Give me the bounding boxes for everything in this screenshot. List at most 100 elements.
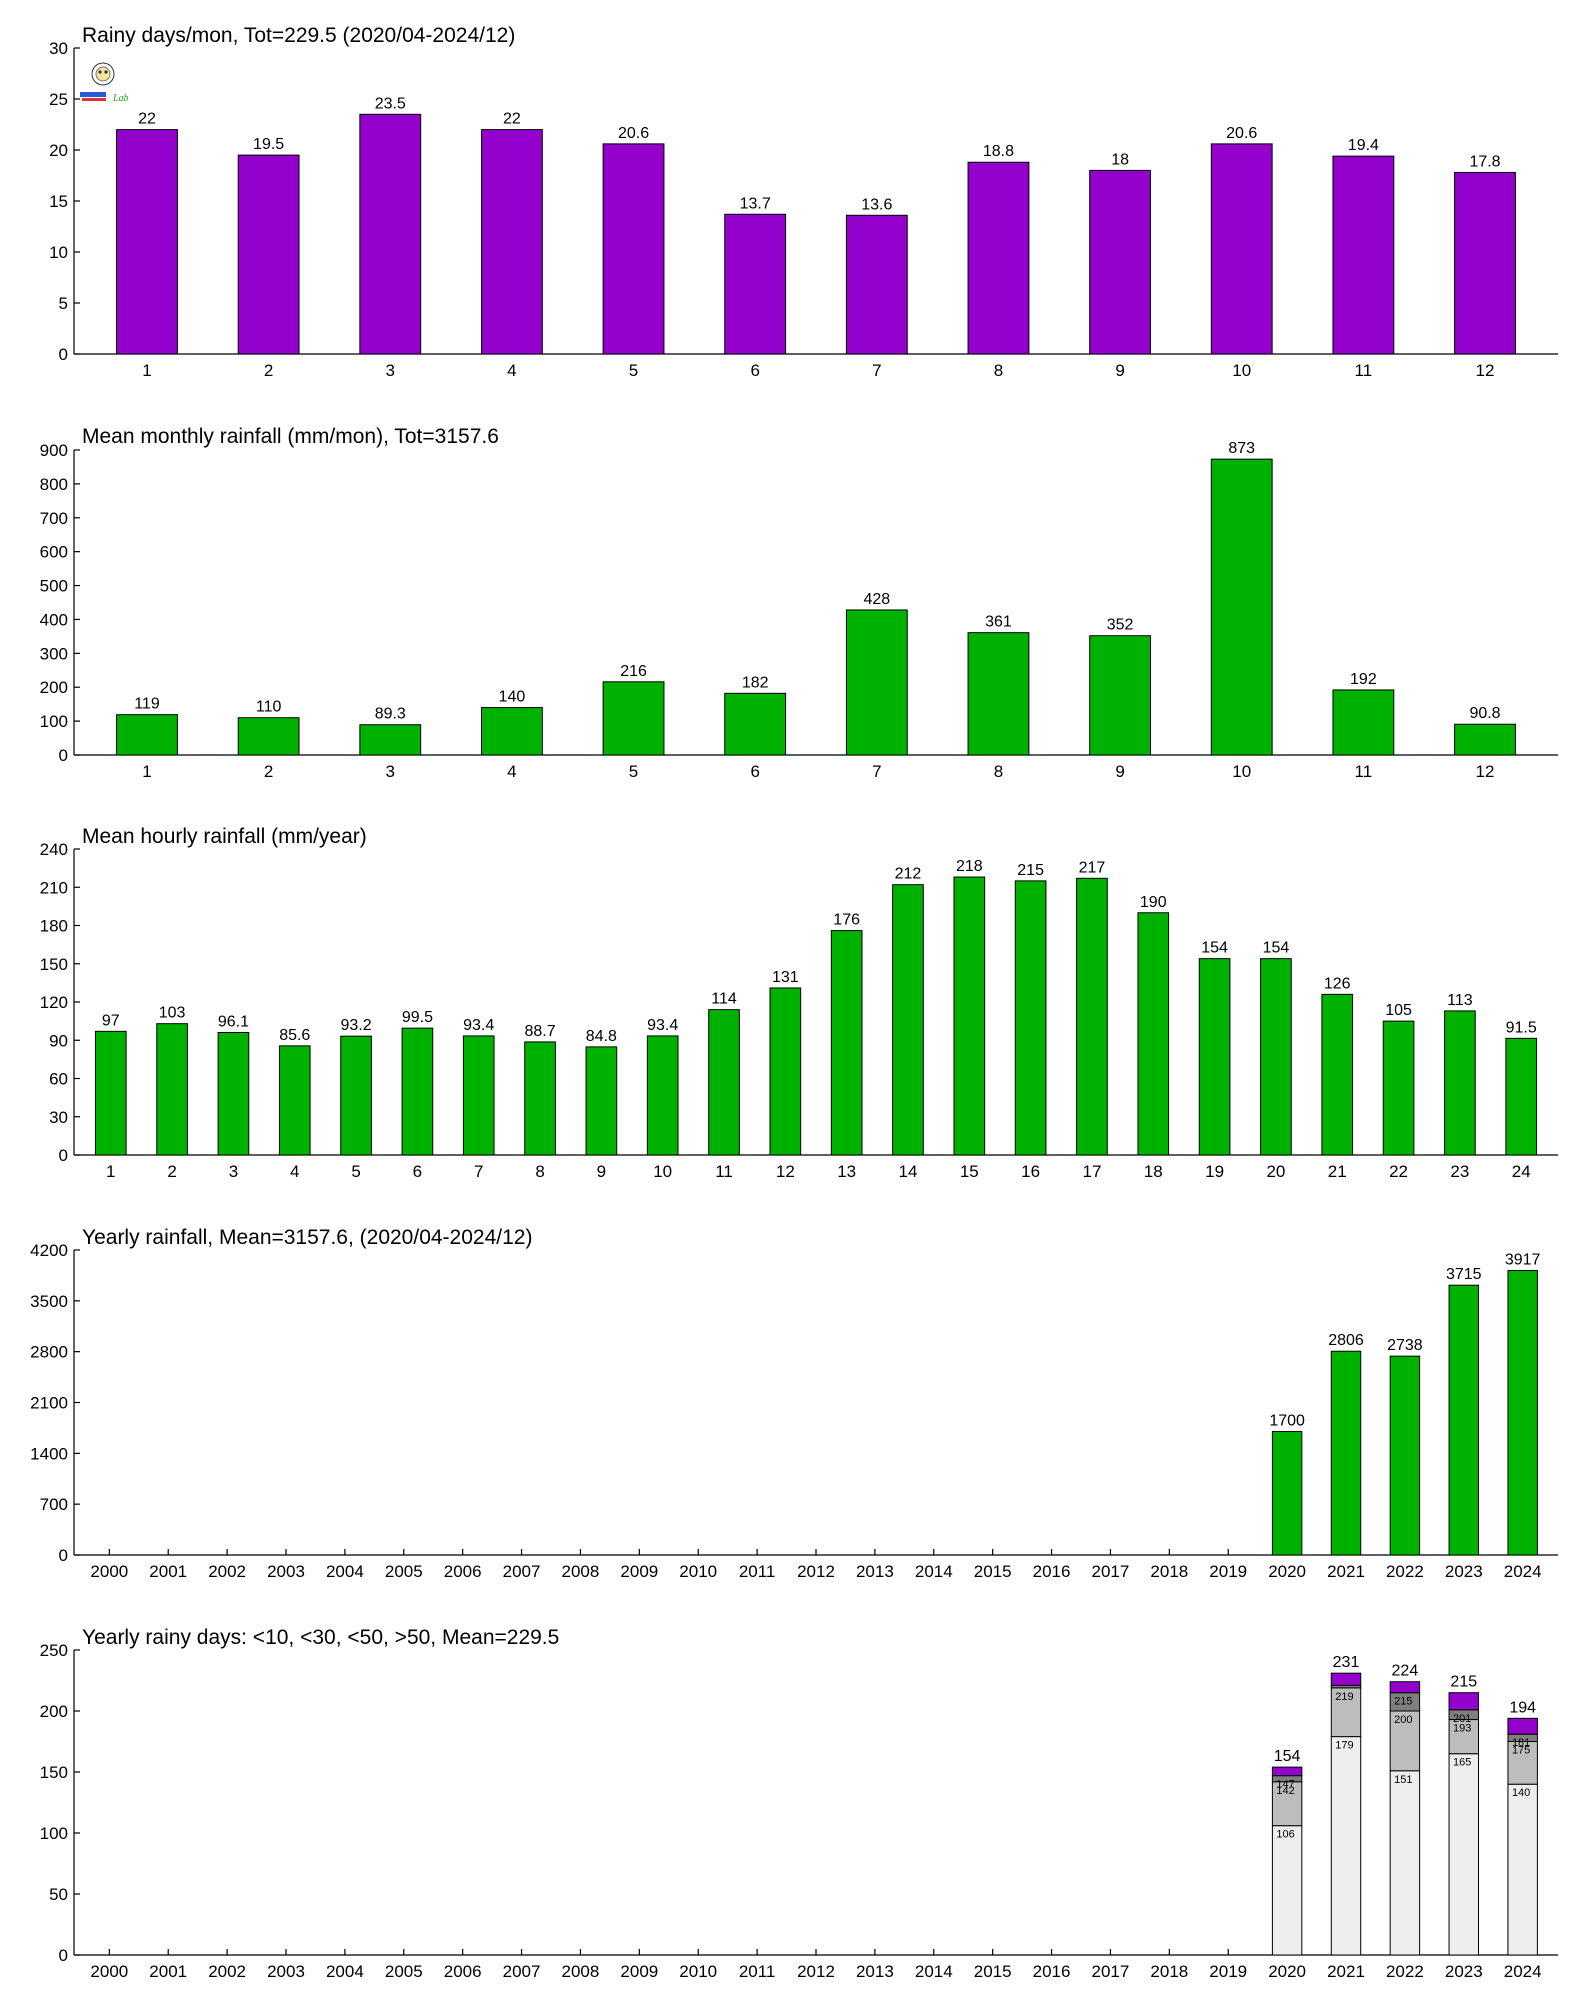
stack-segment — [1507, 1783, 1538, 1956]
data-label: 126 — [1324, 975, 1351, 992]
x-tick-label: 4 — [507, 762, 516, 781]
stack-label: 215 — [1394, 1696, 1412, 1708]
total-label: 215 — [1450, 1674, 1477, 1691]
x-tick-label: 2020 — [1268, 1962, 1306, 1981]
stack-label: 201 — [1453, 1713, 1471, 1725]
bar — [1454, 723, 1516, 756]
chart-title: Mean monthly rainfall (mm/mon), Tot=3157… — [82, 425, 499, 448]
data-label: 192 — [1350, 671, 1377, 688]
x-tick-label: 7 — [474, 1162, 483, 1181]
data-label: 2738 — [1387, 1337, 1423, 1354]
data-label: 428 — [863, 591, 890, 608]
x-tick-label: 2001 — [149, 1962, 187, 1981]
x-tick-label: 9 — [597, 1162, 606, 1181]
bar — [1210, 143, 1273, 355]
bar — [359, 113, 422, 355]
x-tick-label: 2007 — [503, 1562, 541, 1581]
stack-label: 179 — [1335, 1740, 1353, 1752]
x-tick-label: 2006 — [444, 1962, 482, 1981]
x-tick-label: 2011 — [739, 1562, 776, 1581]
x-tick-label: 2007 — [503, 1962, 541, 1981]
bar — [1332, 689, 1395, 756]
bar — [724, 692, 787, 756]
x-tick-label: 2020 — [1268, 1562, 1306, 1581]
x-tick-label: 20 — [1266, 1162, 1285, 1181]
y-tick-label: 100 — [40, 1824, 68, 1843]
x-tick-label: 2022 — [1386, 1562, 1424, 1581]
data-label: 105 — [1385, 1002, 1412, 1019]
x-tick-label: 2019 — [1209, 1562, 1247, 1581]
total-label: 194 — [1509, 1699, 1536, 1716]
x-tick-label: 2000 — [90, 1962, 128, 1981]
y-tick-label: 3500 — [30, 1292, 68, 1311]
x-tick-label: 2016 — [1033, 1562, 1071, 1581]
stack-label: 181 — [1512, 1737, 1530, 1749]
data-label: 215 — [1017, 862, 1044, 879]
x-tick-label: 1 — [142, 361, 151, 380]
stack-label: 200 — [1394, 1714, 1412, 1726]
y-tick-label: 900 — [40, 441, 68, 460]
stack-label: 175 — [1512, 1745, 1530, 1757]
x-tick-label: 11 — [715, 1162, 733, 1181]
y-tick-label: 300 — [40, 644, 68, 663]
data-label: 19.4 — [1348, 137, 1379, 154]
x-tick-label: 12 — [1476, 762, 1495, 781]
x-tick-label: 10 — [653, 1162, 672, 1181]
x-tick-label: 2021 — [1327, 1562, 1365, 1581]
x-tick-label: 2004 — [326, 1962, 364, 1981]
x-tick-label: 5 — [351, 1162, 360, 1181]
x-tick-label: 18 — [1144, 1162, 1163, 1181]
x-tick-label: 2001 — [149, 1562, 187, 1581]
x-tick-label: 16 — [1021, 1162, 1040, 1181]
y-tick-label: 30 — [49, 39, 68, 58]
x-tick-label: 2021 — [1327, 1962, 1365, 1981]
y-tick-label: 50 — [49, 1885, 68, 1904]
bar — [116, 129, 178, 355]
data-label: 85.6 — [279, 1027, 310, 1044]
stack-segment — [1389, 1710, 1421, 1772]
stack-label: 142 — [1276, 1785, 1294, 1797]
bar — [830, 930, 863, 1156]
bar — [1137, 912, 1170, 1156]
stack-segment — [1448, 1753, 1479, 1956]
data-label: 17.8 — [1469, 153, 1500, 170]
bar — [1330, 1350, 1362, 1556]
x-tick-label: 24 — [1512, 1162, 1531, 1181]
logo-text: Lab — [112, 93, 129, 104]
x-tick-label: 2012 — [797, 1962, 835, 1981]
x-tick-label: 2004 — [326, 1562, 364, 1581]
data-label: 22 — [138, 111, 156, 128]
stack-segment — [1389, 1681, 1421, 1694]
y-tick-label: 2100 — [30, 1394, 68, 1413]
y-tick-label: 0 — [59, 345, 68, 364]
y-tick-label: 1400 — [30, 1444, 68, 1463]
stack-label: 219 — [1335, 1691, 1353, 1703]
y-tick-label: 4200 — [30, 1241, 68, 1260]
y-tick-label: 400 — [40, 610, 68, 629]
bar — [217, 1031, 250, 1156]
bar — [1198, 958, 1231, 1156]
x-tick-label: 9 — [1115, 361, 1124, 380]
x-tick-label: 2003 — [267, 1562, 305, 1581]
x-tick-label: 2 — [264, 361, 273, 380]
chart-title: Mean hourly rainfall (mm/year) — [82, 825, 367, 848]
rainy-days-monthly-chart: Rainy days/mon, Tot=229.5 (2020/04-2024/… — [49, 24, 1558, 380]
bar — [1089, 169, 1152, 355]
data-label: 1700 — [1269, 1413, 1305, 1430]
y-tick-label: 250 — [40, 1641, 68, 1660]
bar — [480, 707, 543, 756]
x-tick-label: 3 — [386, 762, 395, 781]
x-tick-label: 2022 — [1386, 1962, 1424, 1981]
x-tick-label: 8 — [994, 762, 1003, 781]
bar — [401, 1027, 434, 1156]
chart-title: Yearly rainfall, Mean=3157.6, (2020/04-2… — [82, 1226, 532, 1249]
y-tick-label: 60 — [49, 1070, 68, 1089]
y-tick-label: 200 — [40, 678, 68, 697]
bar — [480, 129, 543, 355]
x-tick-label: 11 — [1355, 762, 1373, 781]
x-tick-label: 3 — [229, 1162, 238, 1181]
data-label: 88.7 — [524, 1023, 555, 1040]
stack-segment — [1271, 1781, 1303, 1827]
bar — [1332, 155, 1395, 355]
bar — [602, 143, 665, 355]
